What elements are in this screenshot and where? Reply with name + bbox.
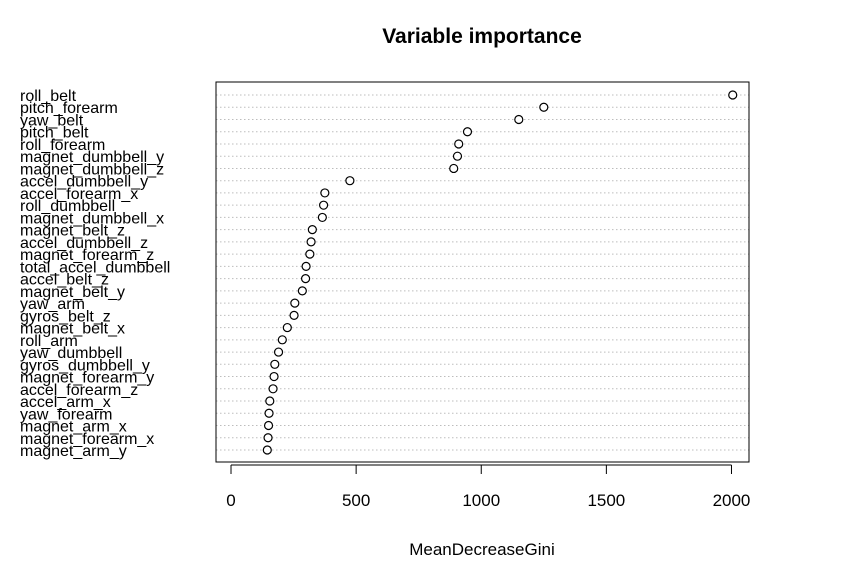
plot-frame: [215, 81, 750, 463]
variable-label: gyros_dumbbell_y: [20, 357, 150, 374]
data-point: [514, 114, 524, 125]
variable-label: yaw_belt: [20, 112, 84, 129]
data-point: [263, 433, 273, 443]
variable-label: roll_forearm: [20, 137, 105, 154]
variable-label: magnet_belt_x: [20, 321, 125, 338]
data-point: [345, 176, 355, 186]
variable-label: magnet_forearm_y: [20, 370, 154, 387]
variable-label: accel_arm_x: [20, 394, 111, 411]
data-point: [262, 445, 272, 455]
variable-label: magnet_dumbbell_z: [20, 161, 164, 178]
data-point: [265, 396, 275, 406]
data-point: [452, 151, 463, 161]
data-point: [305, 249, 315, 259]
data-point: [301, 261, 311, 271]
x-tick-label: 2000: [713, 491, 751, 510]
data-point: [263, 420, 274, 431]
variable-label: magnet_forearm_x: [20, 431, 154, 448]
data-points: [262, 90, 738, 455]
data-point: [289, 310, 299, 320]
data-point: [449, 163, 459, 174]
data-point: [264, 408, 274, 418]
variable-labels: roll_beltpitch_forearmyaw_beltpitch_belt…: [20, 88, 170, 460]
variable-label: magnet_arm_x: [20, 419, 127, 436]
data-point: [297, 286, 307, 296]
data-point: [728, 90, 738, 100]
chart-title: Variable importance: [382, 25, 582, 48]
x-tick-label: 1500: [587, 491, 625, 510]
x-tick-label: 0: [226, 491, 235, 510]
variable-label: pitch_forearm: [20, 100, 118, 117]
variable-label: accel_belt_z: [20, 272, 109, 289]
variable-label: roll_belt: [20, 88, 77, 105]
data-point: [306, 237, 316, 247]
data-point: [269, 371, 279, 382]
variable-label: accel_forearm_x: [20, 186, 138, 203]
x-tick-label: 500: [342, 491, 370, 510]
variable-label: accel_forearm_z: [20, 382, 138, 399]
variable-label: magnet_belt_z: [20, 223, 125, 240]
data-point: [290, 298, 300, 308]
variable-label: magnet_forearm_z: [20, 247, 154, 264]
data-point: [282, 322, 292, 333]
data-point: [273, 347, 284, 357]
variable-label: accel_dumbbell_y: [20, 174, 148, 191]
variable-label: magnet_belt_y: [20, 284, 125, 301]
grid-lines: [216, 94, 749, 451]
variable-label: roll_dumbbell: [20, 198, 115, 215]
data-point: [462, 127, 473, 137]
data-point: [300, 274, 311, 284]
variable-label: pitch_belt: [20, 125, 89, 142]
variable-label: gyros_belt_z: [20, 308, 111, 325]
data-point: [539, 102, 549, 112]
data-point: [319, 200, 329, 210]
data-point: [277, 335, 287, 345]
variable-label: yaw_forearm: [20, 406, 112, 423]
variable-label: yaw_arm: [20, 296, 85, 313]
data-point: [454, 139, 464, 149]
variable-label: yaw_dumbbell: [20, 345, 122, 362]
x-tick-label: 1000: [462, 491, 500, 510]
variable-label: total_accel_dumbbell: [20, 259, 170, 276]
variable-label: magnet_dumbbell_y: [20, 149, 164, 166]
variable-label: magnet_arm_y: [20, 443, 127, 460]
x-axis: 0 500 1000 1500 2000: [226, 464, 751, 510]
data-point: [317, 212, 327, 223]
variable-label: magnet_dumbbell_x: [20, 210, 164, 227]
data-point: [320, 188, 330, 198]
data-point: [307, 225, 317, 235]
data-point: [270, 359, 280, 369]
variable-label: roll_arm: [20, 333, 78, 350]
variable-label: accel_dumbbell_z: [20, 235, 148, 252]
data-point: [268, 384, 278, 394]
x-axis-title: MeanDecreaseGini: [409, 540, 555, 559]
